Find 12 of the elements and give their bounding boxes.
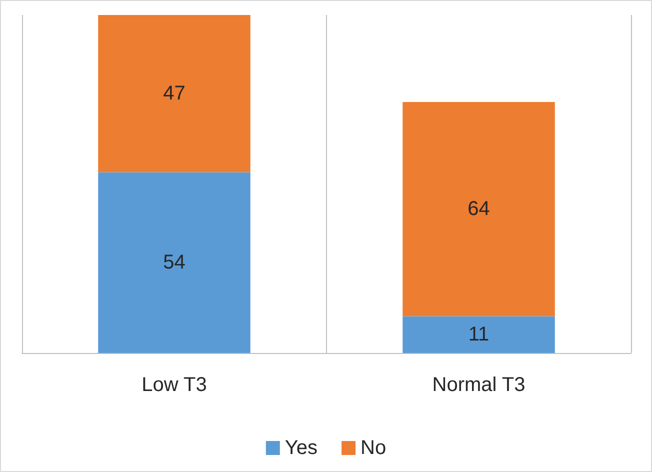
bar [98,172,250,353]
legend-label: Yes [284,437,318,459]
data-label: 47 [163,82,186,105]
bar [98,15,250,172]
x-tick-label: Low T3 [142,374,207,396]
bar [402,316,555,353]
bar [402,102,555,316]
data-label: 64 [468,198,490,220]
data-label: 11 [468,324,490,346]
legend-label: No [360,437,386,459]
x-tick-label: Normal T3 [432,374,526,396]
data-label: 54 [163,252,186,274]
